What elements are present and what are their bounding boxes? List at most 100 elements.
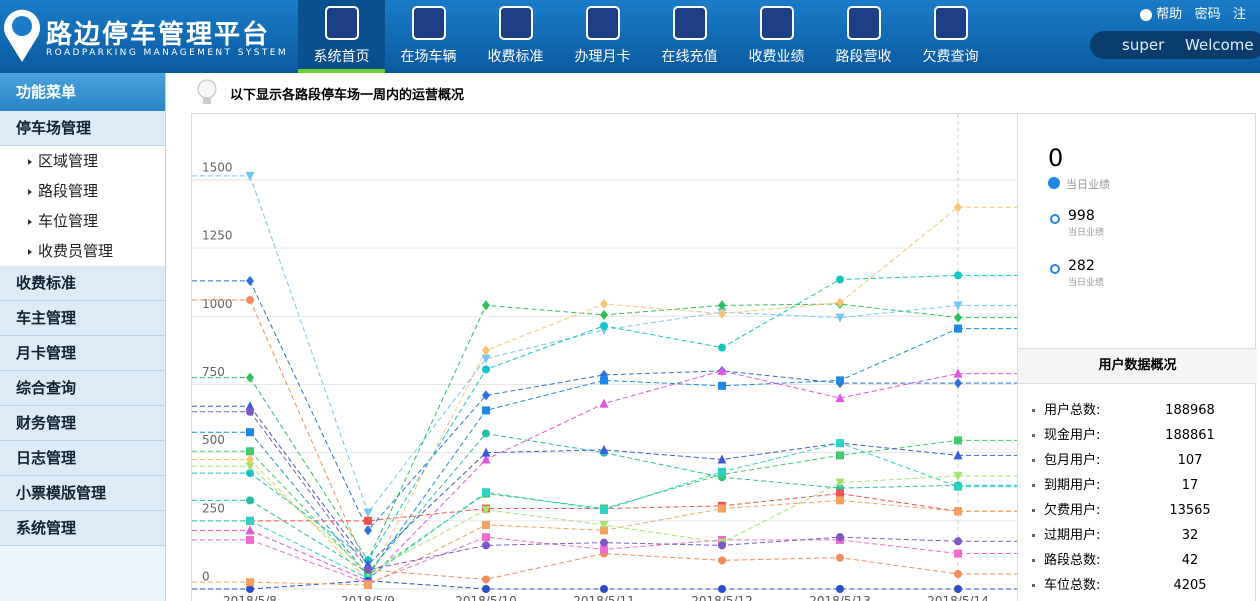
help-link[interactable]: 帮助 — [1156, 7, 1183, 22]
point — [246, 447, 254, 456]
y-tick-label: 0 — [202, 570, 210, 584]
row-value: 17 — [1181, 478, 1199, 493]
nav-item[interactable]: 在线充值 — [646, 0, 733, 73]
top-links: 帮助 密码 注 — [1140, 3, 1246, 22]
point — [364, 516, 372, 525]
menu-group[interactable]: 车主管理 — [0, 301, 165, 336]
point — [600, 505, 608, 514]
point — [953, 301, 963, 311]
point — [246, 275, 254, 286]
point — [836, 585, 844, 593]
row-label: 欠费用户: — [1031, 498, 1100, 523]
app-subtitle: ROADPARKING MANAGEMENT SYSTEM — [46, 48, 288, 58]
point — [482, 575, 490, 584]
logout-link[interactable]: 注 — [1232, 7, 1246, 22]
point — [481, 447, 491, 457]
point — [481, 354, 491, 364]
point — [718, 308, 726, 319]
point — [954, 549, 962, 558]
point — [836, 553, 844, 562]
menu-group[interactable]: 财务管理 — [0, 406, 165, 441]
x-tick-label: 2018/5/9 — [341, 594, 395, 601]
nav-icon — [324, 6, 359, 40]
menu-group[interactable]: 日志管理 — [0, 441, 165, 476]
banner-text: 以下显示各路段停车场一周内的运营概况 — [230, 88, 465, 103]
point — [482, 345, 490, 356]
nav-item[interactable]: 收费业绩 — [733, 0, 820, 73]
point — [718, 343, 726, 352]
nav-label: 欠费查询 — [922, 49, 979, 65]
point — [600, 585, 608, 593]
y-tick-label: 750 — [202, 365, 225, 379]
nav-item[interactable]: 路段营收 — [820, 0, 907, 73]
point — [364, 525, 372, 536]
series-line — [249, 175, 959, 514]
point — [600, 526, 608, 535]
point — [599, 444, 609, 454]
point — [482, 520, 490, 529]
point — [246, 578, 254, 587]
menu-group[interactable]: 月卡管理 — [0, 336, 165, 371]
menu-group[interactable]: 收费标准 — [0, 266, 165, 301]
point — [245, 401, 255, 411]
y-tick-label: 1250 — [202, 229, 233, 243]
overview-row: 欠费用户: 13565 — [1018, 498, 1257, 523]
point — [482, 406, 490, 415]
point — [953, 450, 963, 460]
point — [246, 469, 254, 478]
menu-group[interactable]: 小票模版管理 — [0, 476, 165, 511]
nav-item[interactable]: 办理月卡 — [559, 0, 646, 73]
menu-subitem[interactable]: 区域管理 — [0, 146, 165, 176]
row-label: 路段总数: — [1031, 548, 1100, 573]
x-tick-label: 2018/5/10 — [455, 594, 517, 601]
nav-item[interactable]: 系统首页 — [298, 0, 385, 73]
menu-subitem[interactable]: 收费员管理 — [0, 236, 165, 266]
row-value: 32 — [1181, 528, 1199, 543]
point — [246, 372, 254, 383]
point — [600, 321, 608, 330]
point — [954, 436, 962, 445]
row-value: 42 — [1181, 553, 1199, 568]
point — [954, 378, 962, 389]
x-tick-label: 2018/5/13 — [809, 594, 871, 601]
row-label: 车位总数: — [1031, 573, 1100, 598]
point — [482, 300, 490, 311]
nav-label: 路段营收 — [835, 49, 892, 65]
right-panel: 0 当日业绩 998 当日业绩 282 当日业绩 用户数据概况 用户总数: 188968 现金… — [1017, 114, 1257, 601]
point — [718, 300, 726, 311]
nav-item[interactable]: 收费标准 — [472, 0, 559, 73]
point — [836, 451, 844, 460]
point — [246, 428, 254, 437]
menu-subitem[interactable]: 车位管理 — [0, 206, 165, 236]
nav-icon — [933, 6, 968, 40]
point — [482, 365, 490, 374]
point — [836, 297, 844, 308]
point — [954, 507, 962, 516]
stat-dot — [1050, 264, 1060, 274]
nav-item[interactable]: 在场车辆 — [385, 0, 472, 73]
password-link[interactable]: 密码 — [1194, 7, 1221, 22]
bulb-icon — [197, 79, 217, 104]
stat-label: 当日业绩 — [1068, 278, 1105, 288]
menu-group[interactable]: 系统管理 — [0, 511, 165, 546]
overview-row: 车位总数: 4205 — [1018, 573, 1257, 598]
point — [246, 454, 254, 465]
nav-item[interactable]: 欠费查询 — [907, 0, 994, 73]
menu-group[interactable]: 停车场管理 — [0, 111, 165, 146]
point — [482, 585, 490, 593]
welcome: Welcome — [1185, 36, 1254, 54]
point — [245, 171, 255, 181]
point — [245, 525, 255, 535]
point — [246, 295, 254, 304]
menu-subitem[interactable]: 路段管理 — [0, 176, 165, 206]
menu-group[interactable]: 综合查询 — [0, 371, 165, 406]
point — [954, 482, 962, 491]
row-value: 4205 — [1173, 578, 1207, 593]
point — [246, 535, 254, 544]
point — [481, 505, 491, 515]
y-tick-label: 250 — [202, 501, 225, 515]
point — [718, 467, 726, 476]
point — [481, 454, 491, 464]
overview-row: 路段总数: 42 — [1018, 548, 1257, 573]
x-tick-label: 2018/5/14 — [927, 594, 989, 601]
